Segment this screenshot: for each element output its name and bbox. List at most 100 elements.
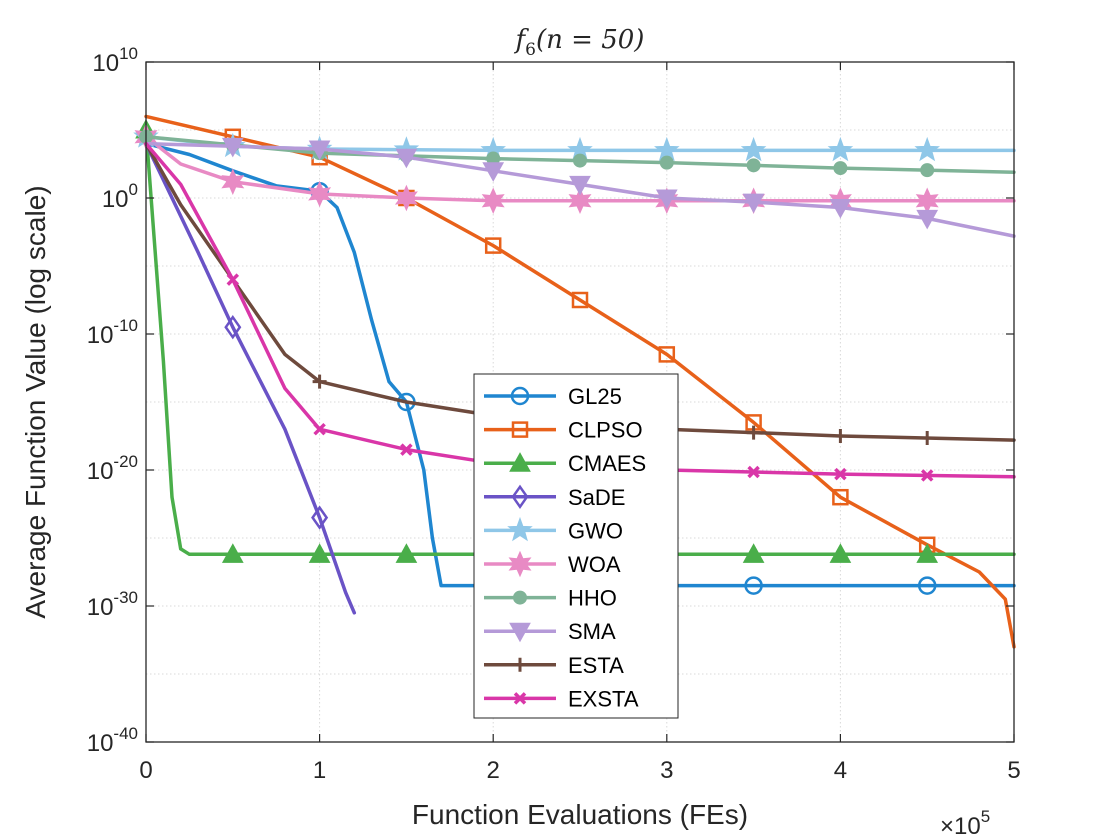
series-marker — [744, 576, 763, 595]
legend-label: ESTA — [568, 653, 624, 678]
legend-item-sma: SMA — [484, 619, 616, 644]
series-marker — [569, 175, 591, 196]
legend-label: CLPSO — [568, 418, 643, 443]
grid-lines — [146, 62, 1014, 742]
legend-item-gl25: GL25 — [484, 384, 622, 409]
legend-label: EXSTA — [568, 686, 639, 711]
series-marker — [395, 543, 418, 563]
x-tick-label: 4 — [834, 757, 847, 784]
legend-swatch-marker — [510, 386, 530, 406]
legend-label: CMAES — [568, 451, 646, 476]
series-marker — [747, 465, 760, 479]
series-marker — [571, 291, 589, 309]
legend-item-clpso: CLPSO — [484, 418, 643, 443]
legend-label: GWO — [568, 518, 623, 543]
series-marker — [917, 576, 937, 595]
x-tick-label: 2 — [487, 757, 500, 784]
legend-item-cmaes: CMAES — [484, 451, 646, 476]
series-marker — [658, 346, 676, 363]
series-marker — [833, 161, 848, 176]
series-marker — [221, 137, 244, 158]
x-tick-labels: 0 1 2 3 4 5 — [139, 757, 1020, 784]
legend-swatch-marker — [513, 657, 527, 672]
series-marker — [308, 140, 331, 161]
series-marker — [573, 153, 587, 168]
series-marker — [833, 429, 848, 443]
series-marker — [920, 431, 935, 446]
legend-label: SMA — [568, 619, 616, 644]
series-marker — [829, 199, 852, 219]
legend-swatch-marker — [507, 516, 533, 542]
legend-swatch-marker — [509, 452, 531, 472]
series-marker — [224, 315, 242, 340]
series-line — [144, 128, 1016, 557]
legend-label: SaDE — [568, 485, 625, 510]
legend-item-gwo: GWO — [484, 516, 623, 543]
x-axis-multiplier: ×105 — [940, 807, 990, 840]
legend-item-hho: HHO — [484, 586, 617, 611]
legend-item-esta: ESTA — [484, 653, 624, 678]
series-marker — [834, 467, 847, 481]
series-marker — [400, 443, 413, 456]
series-marker — [829, 543, 852, 563]
y-tick-label: 10-40 — [87, 724, 138, 757]
series-esta — [144, 141, 1016, 446]
x-tick-label: 1 — [313, 757, 326, 784]
legend-swatch-marker — [511, 484, 529, 509]
series-marker — [916, 209, 939, 230]
legend-label: HHO — [568, 586, 617, 611]
series-marker — [221, 168, 245, 195]
series-marker — [654, 136, 680, 162]
ticks — [145, 61, 1015, 743]
series-marker — [308, 180, 332, 208]
series-marker — [746, 425, 761, 440]
y-tick-label: 1010 — [92, 44, 138, 77]
legend-item-woa: WOA — [484, 550, 621, 578]
series-marker — [313, 422, 326, 436]
series-marker — [742, 193, 765, 214]
series-marker — [395, 148, 418, 169]
series-marker — [740, 136, 767, 162]
series-marker — [311, 505, 329, 530]
legend-swatch-marker — [508, 550, 532, 578]
series-marker — [394, 184, 418, 212]
legend-label: GL25 — [568, 384, 622, 409]
series-sade — [144, 141, 357, 615]
legend: GL25 CLPSO CMAES SaDE GWO WOA HHO SMA ESTA EXSTA — [473, 373, 679, 719]
series-marker — [920, 163, 935, 178]
plot-frame — [145, 61, 1015, 743]
x-axis-label: Function Evaluations (FEs) — [412, 799, 748, 830]
series-marker — [312, 374, 327, 389]
legend-item-sade: SaDE — [484, 484, 625, 510]
series-marker — [827, 136, 854, 162]
series-marker — [920, 469, 934, 482]
series-marker — [484, 237, 502, 254]
legend-swatch-marker — [509, 622, 531, 643]
y-tick-label: 100 — [102, 180, 138, 213]
x-tick-label: 3 — [660, 757, 673, 784]
series-sma — [144, 137, 1016, 238]
x-tick-label: 5 — [1007, 757, 1020, 784]
y-axis-label: Average Function Value (log scale) — [20, 185, 51, 618]
series-marker — [481, 187, 505, 214]
y-tick-label: 10-10 — [87, 316, 138, 349]
series-marker — [308, 543, 331, 563]
series-marker — [914, 136, 940, 162]
x-tick-label: 0 — [139, 757, 152, 784]
legend-swatch-marker — [513, 590, 527, 605]
y-tick-labels: 1010 100 10-10 10-20 10-30 10-40 — [87, 44, 138, 757]
legend-swatch-marker — [511, 421, 529, 438]
series-exsta — [144, 141, 1016, 482]
series-line — [144, 141, 357, 615]
series-woa — [134, 123, 1016, 214]
series-marker — [226, 273, 240, 286]
series-marker — [655, 189, 678, 210]
series-marker — [832, 488, 849, 506]
series-marker — [746, 158, 761, 173]
series-marker — [482, 162, 505, 182]
series-marker — [221, 543, 244, 563]
legend-label: WOA — [568, 552, 621, 577]
series-marker — [568, 187, 592, 214]
legend-swatch-marker — [513, 692, 527, 705]
